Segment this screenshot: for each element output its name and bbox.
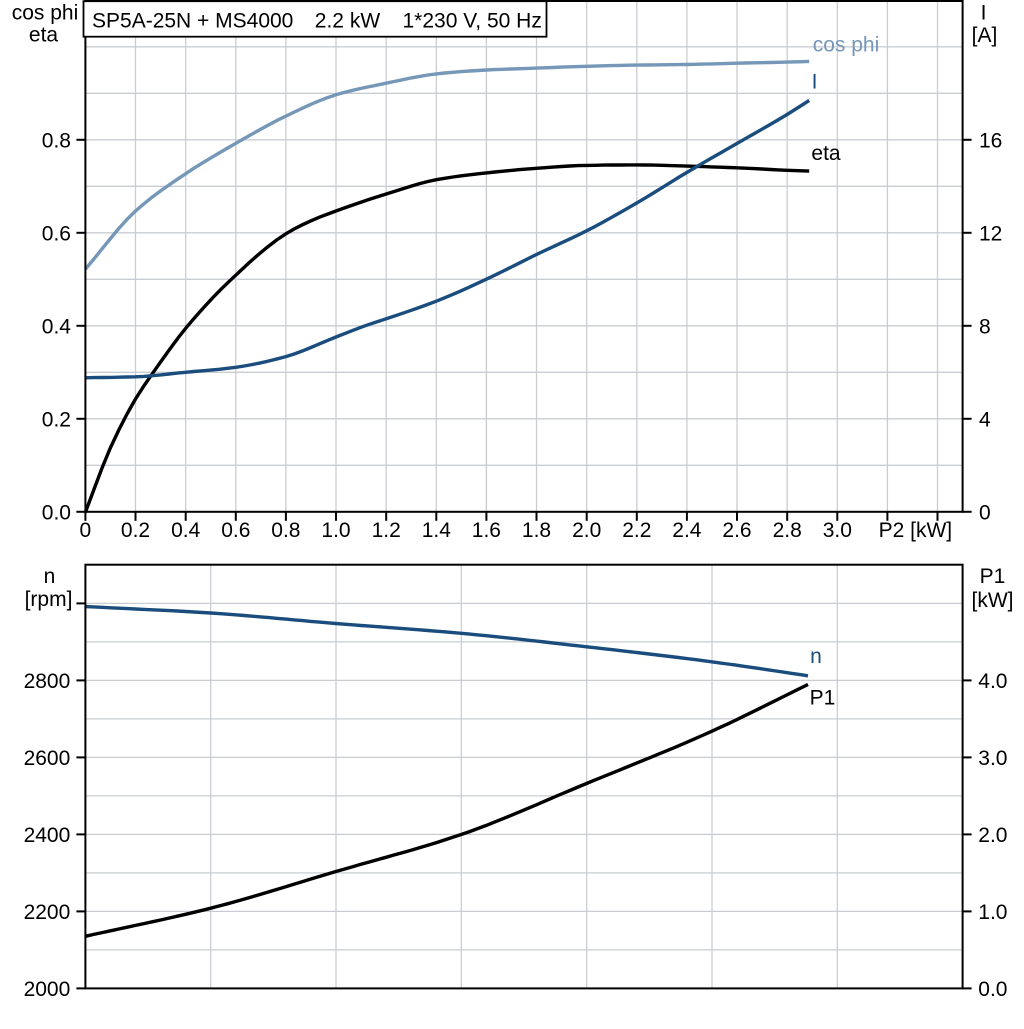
svg-text:n: n: [810, 645, 822, 668]
svg-text:1.4: 1.4: [422, 519, 452, 542]
svg-text:1.2: 1.2: [372, 519, 401, 542]
svg-text:2600: 2600: [24, 747, 71, 770]
svg-text:1.8: 1.8: [522, 519, 551, 542]
svg-text:0.0: 0.0: [978, 978, 1007, 1001]
svg-text:0.4: 0.4: [171, 519, 201, 542]
svg-text:0.8: 0.8: [42, 129, 71, 152]
svg-text:1*230 V, 50 Hz: 1*230 V, 50 Hz: [403, 9, 542, 32]
svg-text:cos phi: cos phi: [12, 2, 79, 25]
svg-text:n: n: [44, 565, 56, 588]
svg-text:P2 [kW]: P2 [kW]: [879, 519, 953, 542]
svg-text:I: I: [812, 71, 818, 94]
svg-text:4: 4: [979, 408, 991, 431]
svg-text:2.0: 2.0: [572, 519, 601, 542]
svg-text:2.0: 2.0: [978, 824, 1007, 847]
svg-text:[kW]: [kW]: [972, 589, 1014, 612]
svg-text:2400: 2400: [24, 824, 71, 847]
svg-text:2200: 2200: [24, 901, 71, 924]
svg-text:1.6: 1.6: [472, 519, 501, 542]
svg-text:8: 8: [979, 315, 991, 338]
svg-text:0: 0: [80, 519, 92, 542]
svg-text:2.2 kW: 2.2 kW: [315, 9, 381, 32]
svg-text:4.0: 4.0: [978, 670, 1007, 693]
svg-text:2.8: 2.8: [773, 519, 802, 542]
svg-text:[rpm]: [rpm]: [25, 588, 73, 611]
svg-text:eta: eta: [811, 142, 841, 165]
svg-text:2.4: 2.4: [672, 519, 702, 542]
svg-text:16: 16: [979, 129, 1002, 152]
svg-text:0.6: 0.6: [42, 222, 71, 245]
svg-text:I: I: [981, 2, 987, 25]
svg-text:0.0: 0.0: [42, 501, 71, 524]
svg-text:0.4: 0.4: [42, 315, 72, 338]
svg-text:1.0: 1.0: [321, 519, 350, 542]
svg-text:2.6: 2.6: [722, 519, 751, 542]
svg-text:0: 0: [979, 501, 991, 524]
svg-text:2800: 2800: [24, 670, 71, 693]
svg-text:1.0: 1.0: [978, 901, 1007, 924]
svg-text:cos phi: cos phi: [813, 34, 880, 57]
svg-text:12: 12: [979, 222, 1002, 245]
svg-text:0.8: 0.8: [271, 519, 300, 542]
svg-text:3.0: 3.0: [978, 747, 1007, 770]
svg-text:[A]: [A]: [972, 24, 998, 47]
svg-text:2000: 2000: [24, 978, 71, 1001]
svg-text:2.2: 2.2: [622, 519, 651, 542]
svg-text:P1: P1: [810, 687, 836, 710]
svg-text:0.2: 0.2: [42, 408, 71, 431]
svg-text:SP5A-25N + MS4000: SP5A-25N + MS4000: [92, 9, 293, 32]
svg-text:eta: eta: [29, 24, 59, 47]
svg-text:0.2: 0.2: [121, 519, 150, 542]
svg-text:3.0: 3.0: [823, 519, 852, 542]
svg-text:P1: P1: [980, 565, 1006, 588]
svg-text:0.6: 0.6: [221, 519, 250, 542]
